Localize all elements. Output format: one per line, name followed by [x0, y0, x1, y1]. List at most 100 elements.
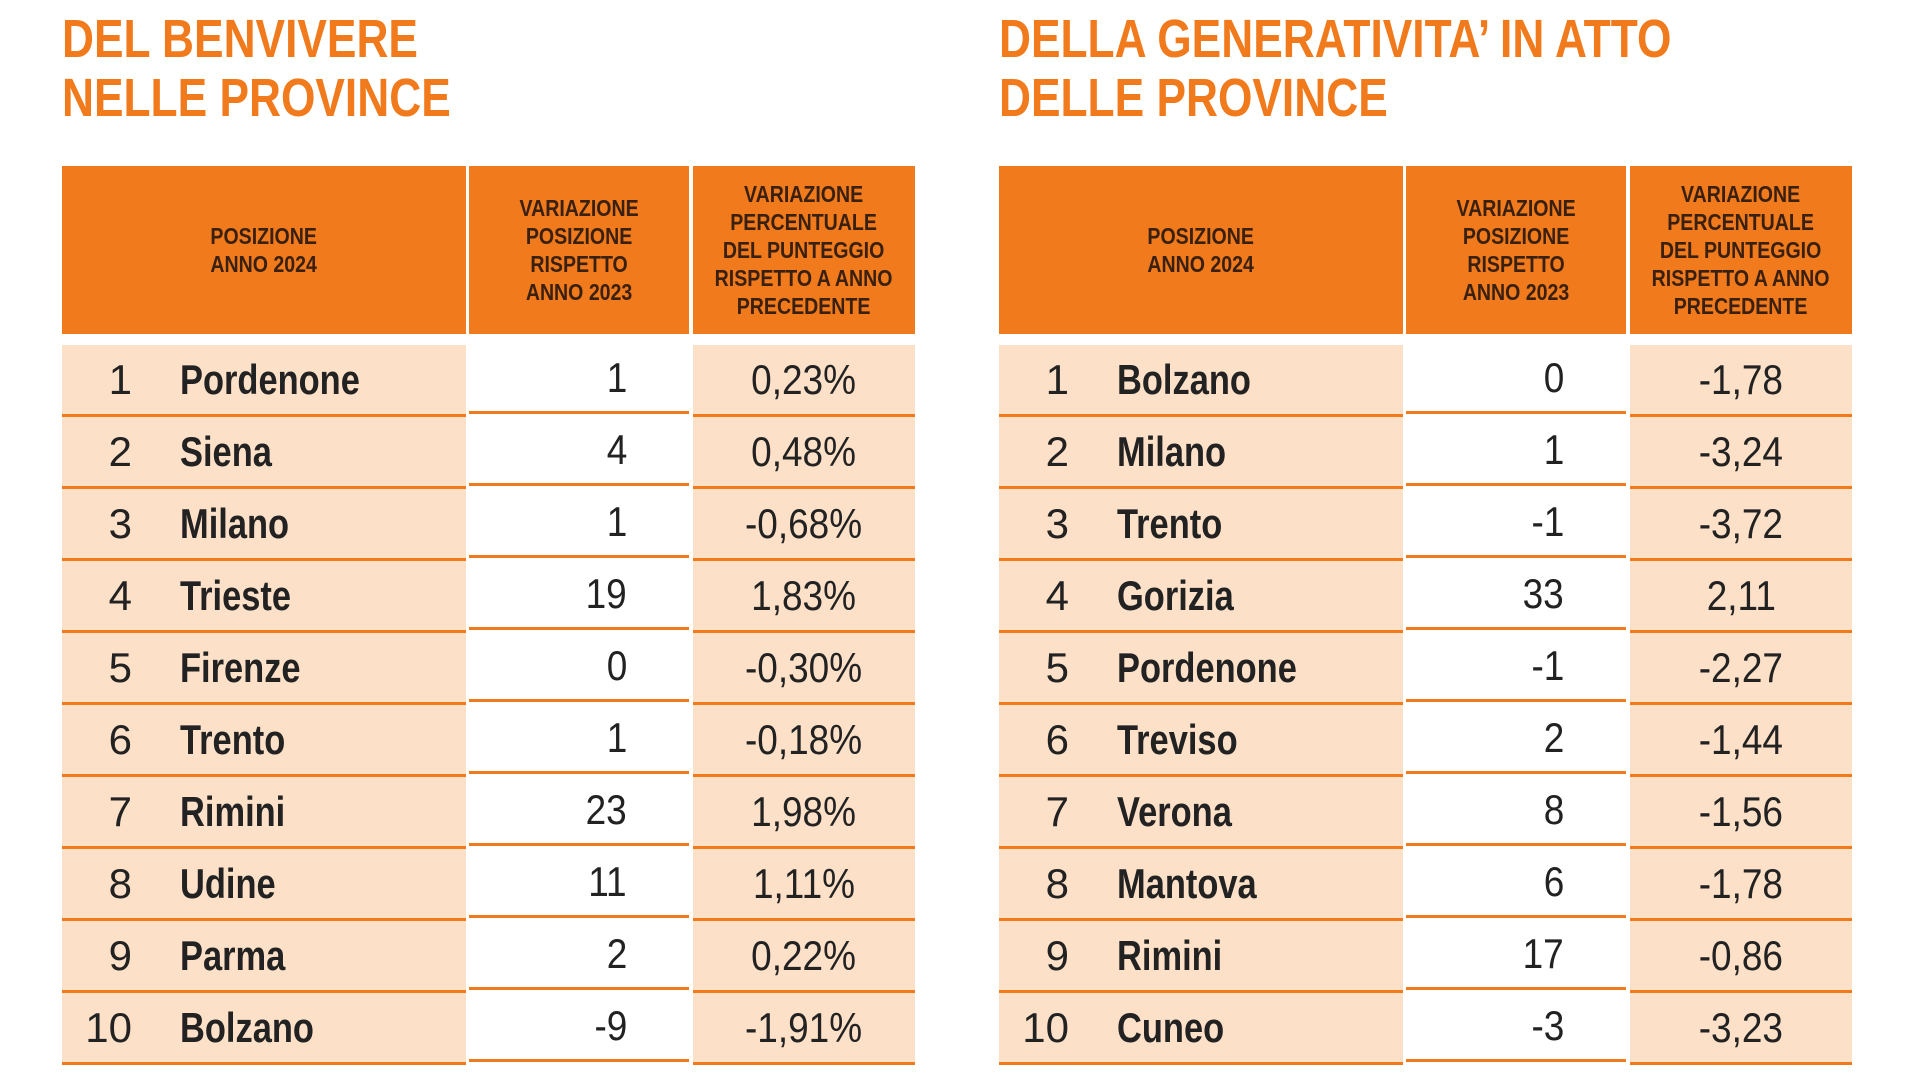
percent-change-cell: -0,18% [693, 705, 915, 777]
name-cell: 10 Cuneo [999, 993, 1403, 1065]
value: 0,23% [751, 355, 857, 403]
name-cell: 7 Rimini [62, 777, 466, 849]
value: 1 [606, 354, 627, 401]
percent-change-cell: 0,23% [693, 345, 915, 417]
value: 1 [606, 498, 627, 545]
rank: 6 [1045, 715, 1069, 763]
value: 2 [606, 930, 627, 977]
value: 8 [1543, 786, 1564, 833]
rank: 5 [108, 643, 132, 691]
value: 2 [1543, 714, 1564, 761]
header-text: POSIZIONE ANNO 2024 [1147, 223, 1255, 277]
rank: 10 [1022, 1003, 1069, 1051]
column-header: POSIZIONE ANNO 2024 [62, 166, 466, 334]
percent-change-cell: -0,30% [693, 633, 915, 705]
province: Treviso [1117, 715, 1238, 763]
left-panel: DEL BENVIVERE NELLE PROVINCE POSIZIONE ANN… [62, 0, 915, 1080]
value: 1 [606, 714, 627, 761]
name-cell: 5 Pordenone [999, 633, 1403, 705]
rank: 6 [108, 715, 132, 763]
position-change-cell: -1 [1406, 489, 1626, 558]
value: 0 [1543, 354, 1564, 401]
rank: 2 [108, 427, 132, 475]
province: Parma [180, 931, 286, 979]
value: -9 [594, 1002, 627, 1049]
province: Rimini [1117, 931, 1223, 979]
position-change-cell: 1 [469, 705, 689, 774]
name-cell: 4 Gorizia [999, 561, 1403, 633]
position-change-cell: -9 [469, 993, 689, 1062]
name-cell: 7 Verona [999, 777, 1403, 849]
percent-change-cell: -3,72 [1630, 489, 1852, 561]
rank: 7 [1045, 787, 1069, 835]
name-cell: 10 Bolzano [62, 993, 466, 1065]
province: Verona [1117, 787, 1232, 835]
rank: 8 [1045, 859, 1069, 907]
percent-change-cell: -1,91% [693, 993, 915, 1065]
name-cell: 9 Rimini [999, 921, 1403, 993]
rank: 2 [1045, 427, 1069, 475]
position-change-cell: 1 [469, 345, 689, 414]
title-line: NELLE PROVINCE [62, 68, 451, 128]
province: Trento [1117, 499, 1223, 547]
province: Pordenone [1117, 643, 1297, 691]
column-header: VARIAZIONE POSIZIONE RISPETTO ANNO 2023 [469, 166, 689, 334]
name-cell: 9 Parma [62, 921, 466, 993]
value: -0,68% [745, 499, 863, 547]
province: Bolzano [1117, 355, 1251, 403]
position-change-cell: 11 [469, 849, 689, 918]
position-change-cell: 1 [469, 489, 689, 558]
title-line: DELLE PROVINCE [999, 68, 1388, 128]
name-cell: 2 Siena [62, 417, 466, 489]
province: Firenze [180, 643, 301, 691]
rank: 9 [108, 931, 132, 979]
name-cell: 4 Trieste [62, 561, 466, 633]
header-text: VARIAZIONE PERCENTUALE DEL PUNTEGGIO RIS… [1652, 181, 1830, 319]
percent-change-cell: -1,78 [1630, 849, 1852, 921]
value: 0,22% [751, 931, 857, 979]
province: Milano [1117, 427, 1227, 475]
value: -0,30% [745, 643, 863, 691]
position-change-cell: -3 [1406, 993, 1626, 1062]
value: 0,48% [751, 427, 857, 475]
name-cell: 3 Milano [62, 489, 466, 561]
value: 2,11 [1706, 571, 1776, 619]
position-change-cell: 1 [1406, 417, 1626, 486]
rank: 1 [108, 355, 132, 403]
value: 33 [1522, 570, 1564, 617]
value: -1,56 [1698, 787, 1784, 835]
value: 17 [1522, 930, 1564, 977]
percent-change-cell: 0,48% [693, 417, 915, 489]
percent-change-cell: 1,98% [693, 777, 915, 849]
column-header: VARIAZIONE PERCENTUALE DEL PUNTEGGIO RIS… [1630, 166, 1852, 334]
rank: 10 [85, 1003, 132, 1051]
position-change-cell: 23 [469, 777, 689, 846]
name-cell: 8 Mantova [999, 849, 1403, 921]
position-change-cell: 2 [1406, 705, 1626, 774]
name-cell: 2 Milano [999, 417, 1403, 489]
position-change-cell: 19 [469, 561, 689, 630]
value: -0,86 [1698, 931, 1784, 979]
position-change-cell: 0 [1406, 345, 1626, 414]
title-line: DELLA GENERATIVITA’ IN ATTO [999, 9, 1672, 69]
value: 11 [588, 858, 627, 905]
value: -3 [1531, 1002, 1564, 1049]
percent-change-cell: 1,11% [693, 849, 915, 921]
rank: 8 [108, 859, 132, 907]
rank: 9 [1045, 931, 1069, 979]
value: -1,91% [745, 1003, 863, 1051]
value: 19 [585, 570, 627, 617]
name-cell: 6 Trento [62, 705, 466, 777]
right-panel: DELLA GENERATIVITA’ IN ATTO DELLE PROVINC… [999, 0, 1852, 1080]
value: -3,72 [1698, 499, 1784, 547]
rank: 5 [1045, 643, 1069, 691]
rank: 7 [108, 787, 132, 835]
value: 0 [606, 642, 627, 689]
position-change-cell: 0 [469, 633, 689, 702]
value: 4 [606, 426, 627, 473]
percent-change-cell: 2,11 [1630, 561, 1852, 633]
header-text: VARIAZIONE PERCENTUALE DEL PUNTEGGIO RIS… [715, 181, 893, 319]
position-change-cell: 33 [1406, 561, 1626, 630]
value: 23 [585, 786, 627, 833]
name-cell: 3 Trento [999, 489, 1403, 561]
